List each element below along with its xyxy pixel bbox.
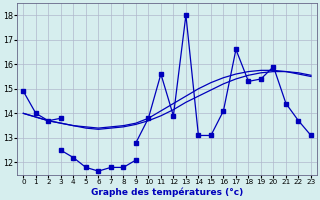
X-axis label: Graphe des températures (°c): Graphe des températures (°c): [91, 188, 243, 197]
